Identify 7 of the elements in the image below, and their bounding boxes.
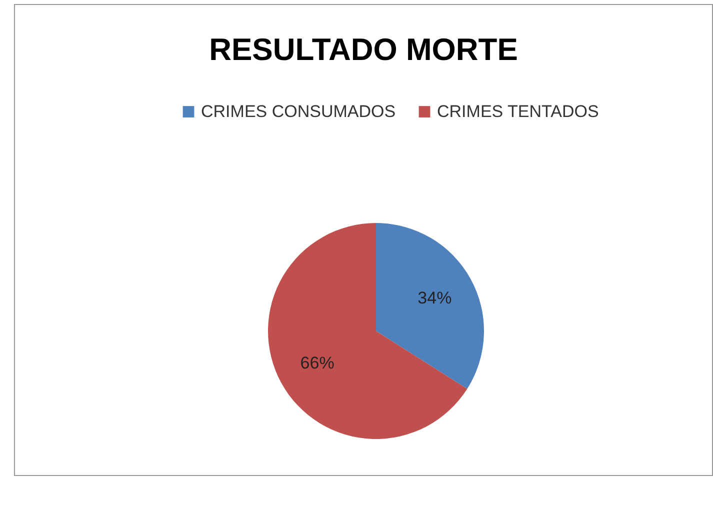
legend-label: CRIMES TENTADOS (437, 102, 599, 121)
data-label: 66% (300, 353, 334, 372)
legend-label: CRIMES CONSUMADOS (201, 102, 396, 121)
pie-slice (376, 223, 484, 389)
chart-title: RESULTADO MORTE (209, 32, 518, 67)
data-label: 34% (418, 288, 452, 308)
pie-slice (268, 223, 468, 439)
